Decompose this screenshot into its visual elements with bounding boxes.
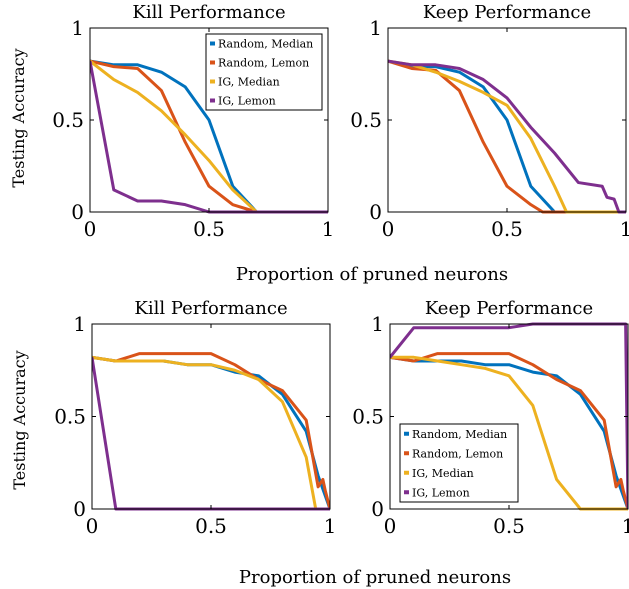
y-tick-label: 0.5	[352, 405, 384, 429]
x-tick-label: 0.5	[491, 217, 523, 241]
legend-entry: IG, Lemon	[412, 486, 470, 499]
series-line-ig-lemon	[388, 59, 626, 214]
ylabel-top: Testing Accuracy	[9, 48, 28, 187]
chart-kill-bottom: 00 0.5 0.5 1 1 Kill Performance	[54, 298, 336, 538]
x-tick-label: 0.5	[195, 514, 227, 538]
y-tick-label: 0	[369, 200, 382, 224]
legend-entry: Random, Median	[218, 38, 313, 51]
ylabel-bottom: Testing Accuracy	[10, 350, 29, 489]
chart-keep-bottom: 00 0.5 0.5 1 1 Keep Performance Random, Median…	[352, 298, 629, 538]
legend-box	[399, 423, 519, 503]
y-tick-label: 0.5	[52, 108, 84, 132]
series-line-random-lemon	[388, 59, 626, 214]
y-tick-label: 1	[371, 312, 384, 336]
series-line-random-lemon	[92, 352, 330, 510]
legend-entry: IG, Median	[412, 467, 474, 480]
axes-box	[91, 323, 331, 510]
y-tick-label: 1	[71, 16, 84, 40]
xlabel-bottom: Proportion of pruned neurons	[239, 567, 511, 588]
y-tick-label: 0.5	[54, 405, 86, 429]
legend-swatch	[210, 41, 215, 46]
legend-entry: IG, Lemon	[218, 95, 276, 108]
y-tick-label: 0	[71, 200, 84, 224]
x-tick-label: 0	[382, 217, 395, 241]
legend-swatch	[210, 60, 215, 65]
y-tick-label: 0	[371, 497, 384, 521]
xlabel-top: Proportion of pruned neurons	[236, 264, 508, 285]
x-tick-label: 0.5	[193, 217, 225, 241]
series-line-ig-median	[92, 355, 330, 511]
x-tick-label: 1	[324, 514, 337, 538]
x-tick-label: 1	[622, 514, 629, 538]
y-tick-label: 1	[369, 16, 382, 40]
legend-entry: Random, Lemon	[218, 57, 309, 70]
legend-box	[205, 33, 323, 111]
chart-title: Keep Performance	[423, 2, 591, 23]
legend: Random, Median Random, Lemon IG, Median IG,…	[399, 423, 519, 503]
x-tick-label: 1	[620, 217, 629, 241]
legend-entry: Random, Lemon	[412, 447, 503, 460]
legend-swatch	[210, 79, 215, 84]
chart-title: Kill Performance	[132, 2, 285, 23]
legend-swatch	[404, 431, 409, 436]
y-tick-label: 1	[73, 312, 86, 336]
legend-swatch	[210, 98, 215, 103]
chart-keep-top: 00 0.5 0.5 1 1 Keep Performance	[350, 2, 629, 241]
y-tick-label: 0.5	[350, 108, 382, 132]
chart-title: Kill Performance	[134, 298, 287, 319]
legend-swatch	[404, 470, 409, 475]
x-tick-label: 0	[84, 217, 97, 241]
series-line-random-lemon	[390, 352, 628, 510]
chart-title: Keep Performance	[425, 298, 593, 319]
legend-swatch	[404, 451, 409, 456]
legend: Random, Median Random, Lemon IG, Median IG,…	[205, 33, 323, 111]
series-line-random-median	[388, 59, 626, 214]
legend-entry: Random, Median	[412, 428, 507, 441]
x-tick-label: 0.5	[493, 514, 525, 538]
legend-entry: IG, Median	[218, 76, 280, 89]
x-tick-label: 0	[86, 514, 99, 538]
legend-swatch	[404, 490, 409, 495]
x-tick-label: 0	[384, 514, 397, 538]
chart-kill-top: 00 0.5 0.5 1 1 Kill Performance Random, Median…	[52, 2, 334, 241]
y-tick-label: 0	[73, 497, 86, 521]
x-tick-label: 1	[322, 217, 335, 241]
series-line-ig-median	[388, 59, 626, 214]
